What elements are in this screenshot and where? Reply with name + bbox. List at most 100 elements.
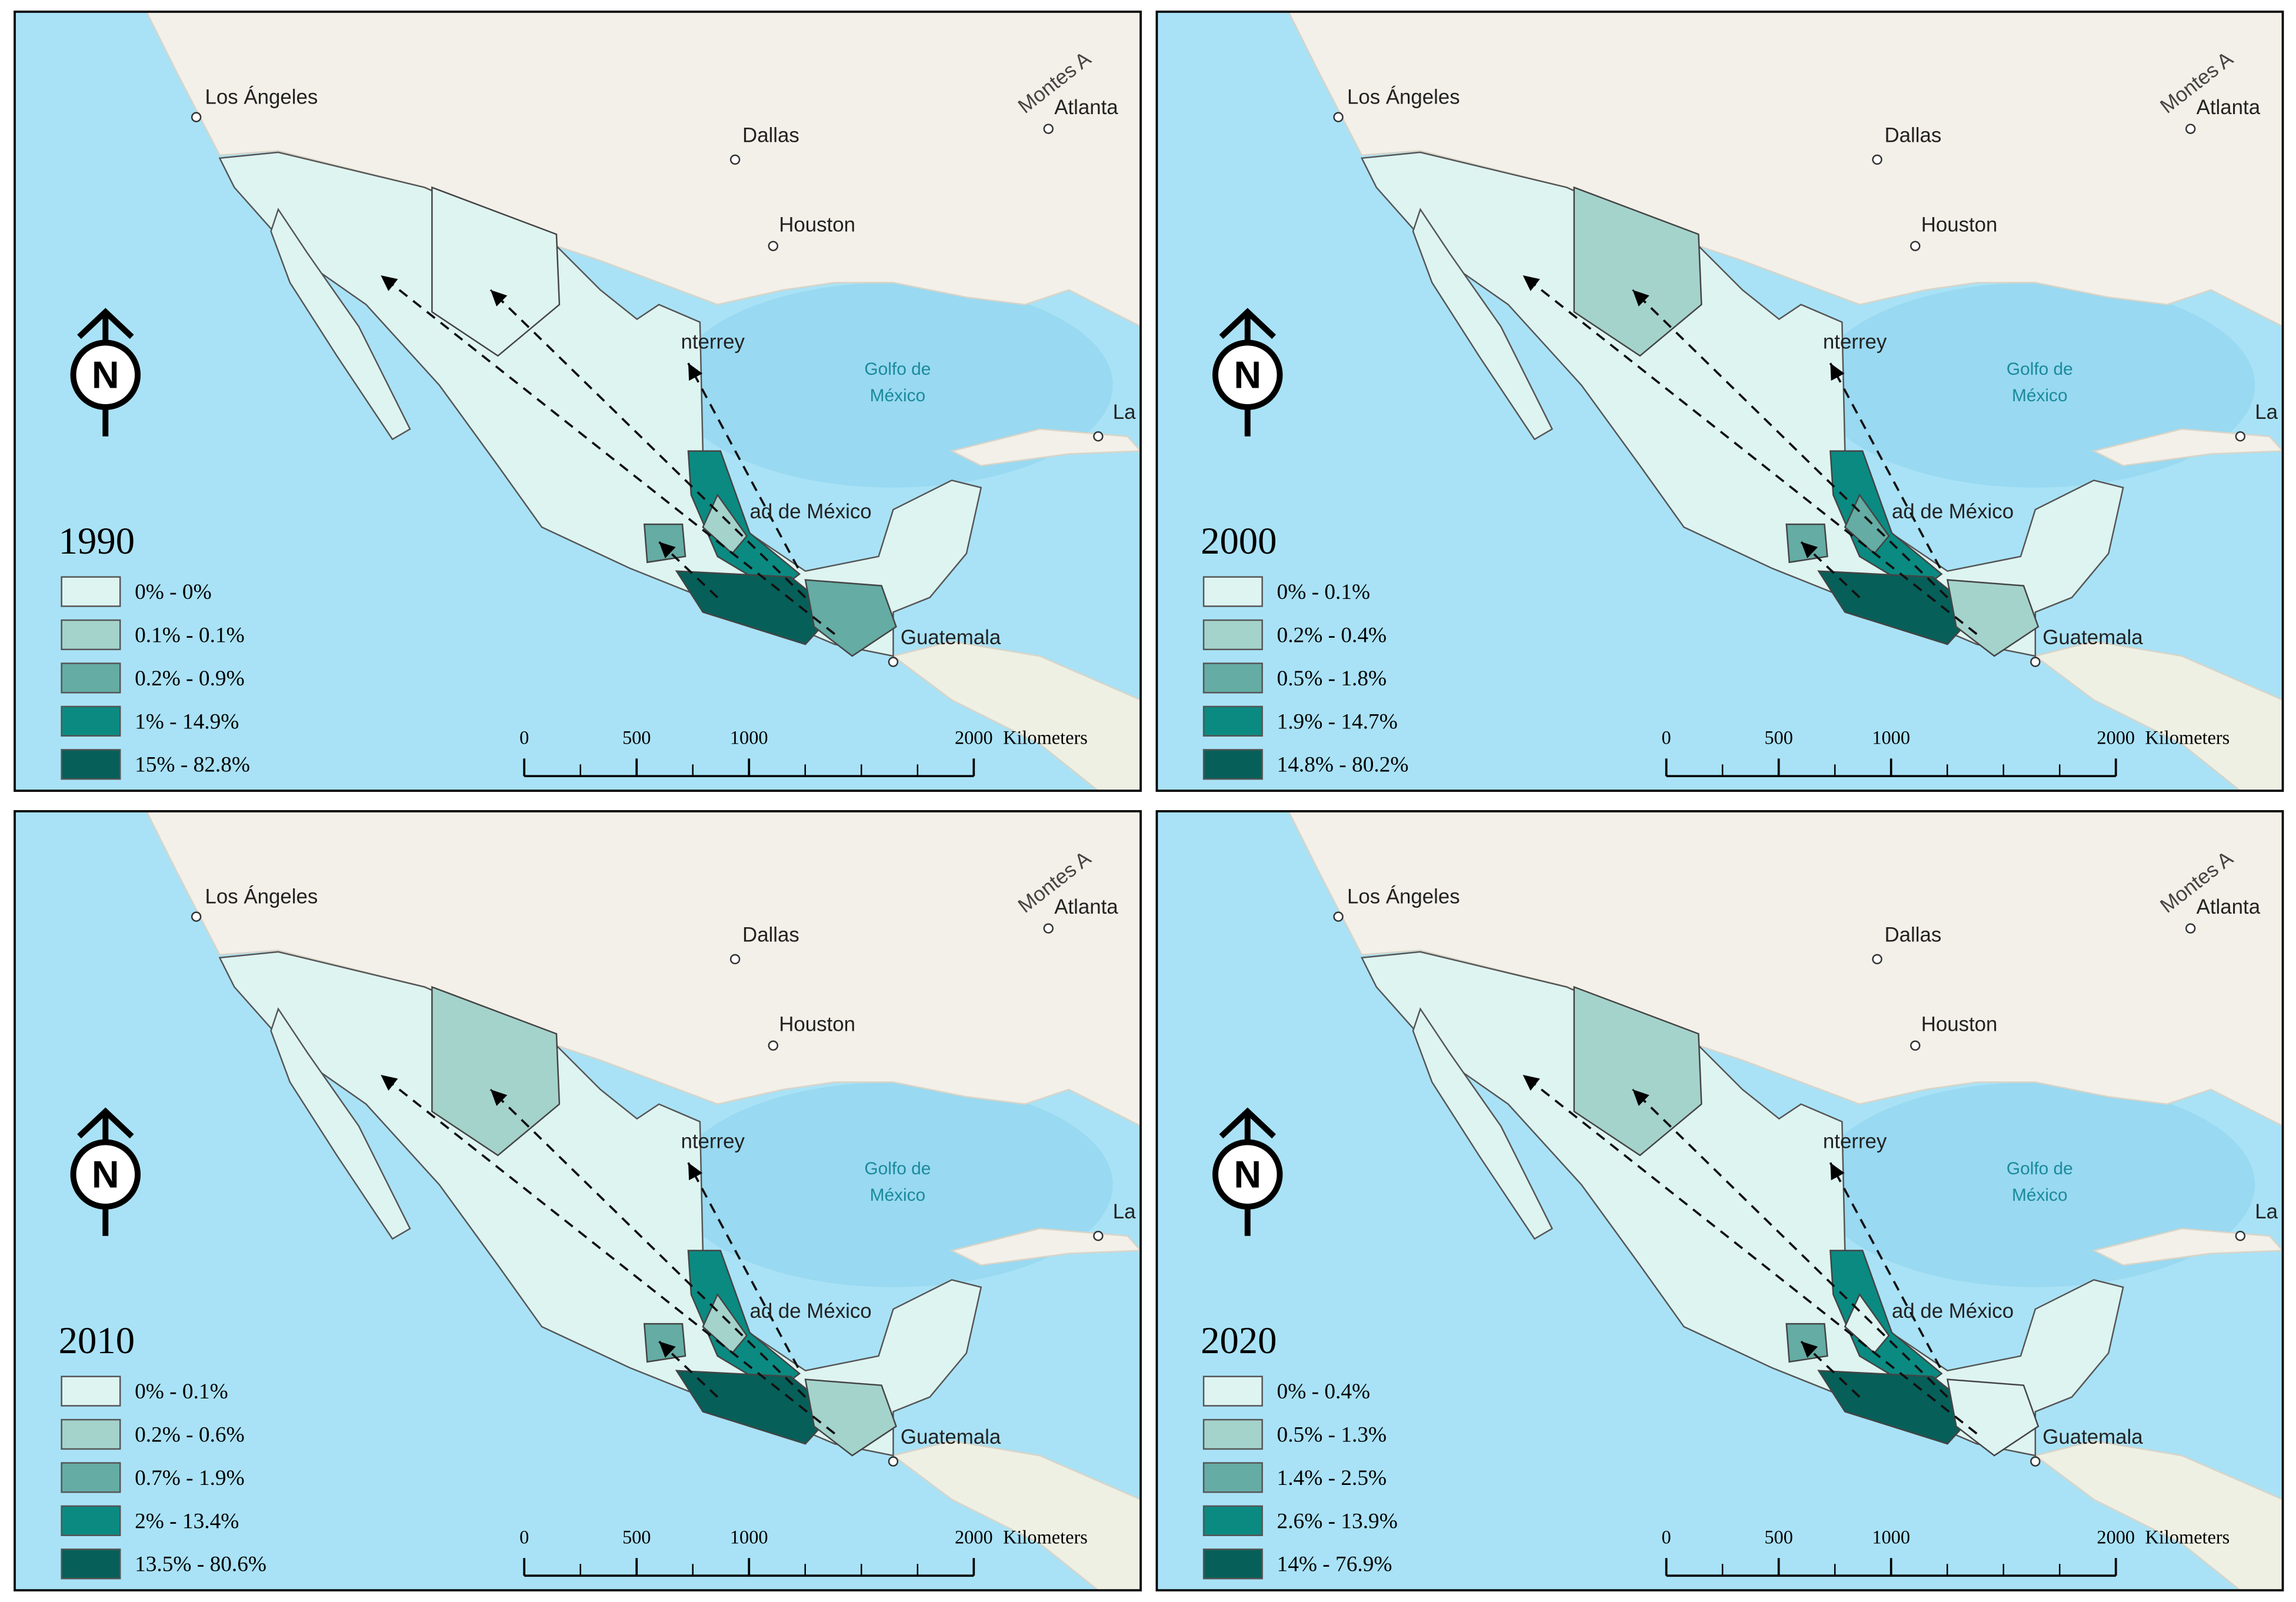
flow-arrow bbox=[1801, 541, 1818, 558]
mexico bbox=[218, 951, 982, 1457]
place-label: ad de México bbox=[749, 500, 871, 523]
legend-swatch bbox=[61, 1375, 121, 1407]
state bbox=[1573, 985, 1702, 1157]
flow-line bbox=[1632, 1088, 1948, 1398]
city-dot bbox=[1333, 911, 1344, 922]
legend-label: 0.5% - 1.3% bbox=[1277, 1423, 1387, 1447]
place-label: Dallas bbox=[742, 124, 799, 146]
legend-label: 1.4% - 2.5% bbox=[1277, 1466, 1387, 1490]
scale-label: 2000 bbox=[2097, 727, 2135, 748]
legend-swatch bbox=[61, 662, 121, 694]
city-dot bbox=[729, 154, 741, 165]
place-label: ad de México bbox=[1892, 500, 2014, 523]
legend-label: 0.2% - 0.9% bbox=[135, 667, 245, 691]
north-arrow bbox=[1219, 308, 1276, 339]
flow-line bbox=[687, 1162, 799, 1368]
scale-label: 1000 bbox=[730, 727, 768, 748]
panel-border bbox=[14, 11, 1142, 792]
legend-swatch bbox=[61, 1548, 121, 1580]
flow-arrow bbox=[1830, 1163, 1845, 1181]
panel-border bbox=[1155, 810, 2284, 1591]
legend-title: 1990 bbox=[59, 519, 135, 562]
place-label: nterrey bbox=[1823, 1130, 1887, 1153]
flow-arrow bbox=[490, 1089, 508, 1106]
scale-label: 0 bbox=[519, 1526, 529, 1547]
legend-swatch bbox=[1202, 1375, 1263, 1407]
city-dot bbox=[1093, 1231, 1104, 1241]
place-label: Guatemala bbox=[901, 626, 1001, 649]
legend-label: 1.9% - 14.7% bbox=[1277, 710, 1398, 734]
state bbox=[643, 523, 687, 564]
scale-label: 2000 bbox=[2097, 1526, 2135, 1547]
north-label: N bbox=[92, 354, 119, 397]
place-label: México bbox=[2012, 1185, 2068, 1205]
flow-arrow bbox=[1522, 275, 1540, 291]
city-dot bbox=[2185, 923, 2196, 934]
legend-swatch bbox=[1202, 1548, 1263, 1580]
flow-arrow bbox=[1522, 1074, 1540, 1091]
legend-label: 1% - 14.9% bbox=[135, 710, 239, 734]
legend-swatch bbox=[1202, 749, 1263, 780]
legend-title: 2010 bbox=[59, 1319, 135, 1361]
gulf bbox=[1815, 282, 2255, 488]
place-label: nterrey bbox=[1823, 330, 1887, 353]
north-label: N bbox=[1234, 354, 1261, 397]
scale-label: 0 bbox=[1662, 727, 1671, 748]
legend-swatch bbox=[1202, 662, 1263, 694]
flow-line bbox=[489, 289, 807, 598]
gulf bbox=[674, 1082, 1113, 1287]
map: Los Ángeles Dallas Houston Atlanta La H Guate… bbox=[1157, 811, 2296, 1591]
flow-line bbox=[380, 1074, 836, 1435]
scale-unit: Kilometers bbox=[2145, 1526, 2230, 1547]
place-label: La H bbox=[2255, 1200, 2296, 1223]
flow-line bbox=[1522, 1074, 1978, 1435]
scale-label: 1000 bbox=[1872, 1526, 1910, 1547]
north-arrow bbox=[70, 1139, 141, 1210]
gulf bbox=[674, 282, 1113, 488]
legend-swatch bbox=[1202, 576, 1263, 607]
legend-label: 0.7% - 1.9% bbox=[135, 1466, 245, 1490]
legend-swatch bbox=[1202, 1462, 1263, 1493]
flow-line bbox=[658, 541, 719, 598]
legend-swatch bbox=[61, 1418, 121, 1450]
city-dot bbox=[1872, 154, 1882, 165]
place-label: Dallas bbox=[1884, 124, 1941, 146]
place-label: Guatemala bbox=[2042, 1426, 2143, 1448]
legend-swatch bbox=[61, 705, 121, 737]
legend-label: 14.8% - 80.2% bbox=[1277, 753, 1409, 777]
place-label: Atlanta bbox=[2197, 96, 2261, 119]
land bbox=[891, 1440, 1141, 1591]
legend-label: 14% - 76.9% bbox=[1277, 1553, 1392, 1577]
place-label: Los Ángeles bbox=[1347, 885, 1460, 908]
city-dot bbox=[1043, 923, 1054, 934]
state bbox=[431, 985, 561, 1157]
flow-arrow bbox=[381, 275, 398, 291]
north-arrow bbox=[1212, 339, 1283, 410]
state bbox=[1573, 186, 1702, 357]
scale-unit: Kilometers bbox=[1003, 727, 1088, 748]
scale-label: 500 bbox=[622, 1526, 651, 1547]
legend-label: 0% - 0% bbox=[135, 580, 212, 604]
flow-arrow bbox=[688, 363, 703, 381]
city-dot bbox=[1093, 431, 1104, 442]
legend-label: 0.2% - 0.6% bbox=[135, 1423, 245, 1447]
state bbox=[1946, 1378, 2040, 1457]
gulf bbox=[1815, 1082, 2255, 1287]
legend-label: 0% - 0.1% bbox=[135, 1380, 228, 1404]
flow-line bbox=[658, 1340, 719, 1398]
place-label: Golfo de bbox=[2007, 1159, 2073, 1178]
place-label: Houston bbox=[779, 213, 855, 236]
panel-border bbox=[1155, 11, 2284, 792]
flow-arrow bbox=[659, 1341, 676, 1358]
scale-label: 1000 bbox=[1872, 727, 1910, 748]
city-dot bbox=[888, 1456, 899, 1467]
map-panel: Los Ángeles Dallas Houston Atlanta La H Guate… bbox=[1155, 810, 2296, 1591]
baja bbox=[270, 208, 411, 441]
north-arrow bbox=[77, 1107, 134, 1139]
legend-swatch bbox=[61, 1505, 121, 1536]
flow-line bbox=[1522, 274, 1978, 635]
city-dot bbox=[729, 954, 741, 965]
place-label: Atlanta bbox=[1054, 895, 1118, 918]
place-label: Houston bbox=[779, 1013, 855, 1035]
place-label: ad de México bbox=[749, 1300, 871, 1323]
